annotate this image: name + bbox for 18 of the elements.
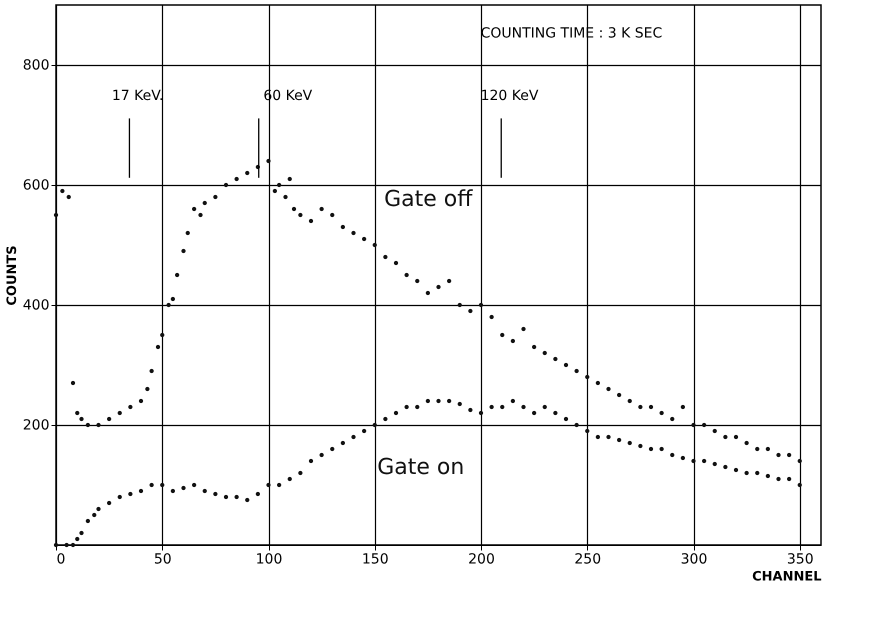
- annotation: 120 KeV: [480, 88, 539, 104]
- x-tick-label: 0: [56, 552, 66, 568]
- x-tick-label: 350: [786, 552, 814, 568]
- y-axis-title: COUNTS: [4, 245, 20, 306]
- y-tick-label: 600: [22, 178, 50, 194]
- annotation: 17 KeV.: [112, 88, 164, 104]
- y-tick-label: 400: [22, 298, 50, 314]
- x-tick-label: 100: [256, 552, 282, 568]
- x-tick-label: 200: [468, 552, 495, 568]
- y-tick-label: 800: [22, 58, 50, 74]
- series-label: Gate on: [377, 455, 464, 480]
- x-tick-label: 250: [574, 552, 602, 568]
- x-tick-label: 300: [680, 552, 708, 568]
- x-tick-label: 150: [362, 552, 389, 568]
- x-tick-label: 50: [154, 552, 172, 568]
- x-axis-title: CHANNEL: [752, 570, 822, 584]
- y-tick-label: 200: [22, 418, 50, 434]
- series-label: Gate off: [384, 187, 474, 212]
